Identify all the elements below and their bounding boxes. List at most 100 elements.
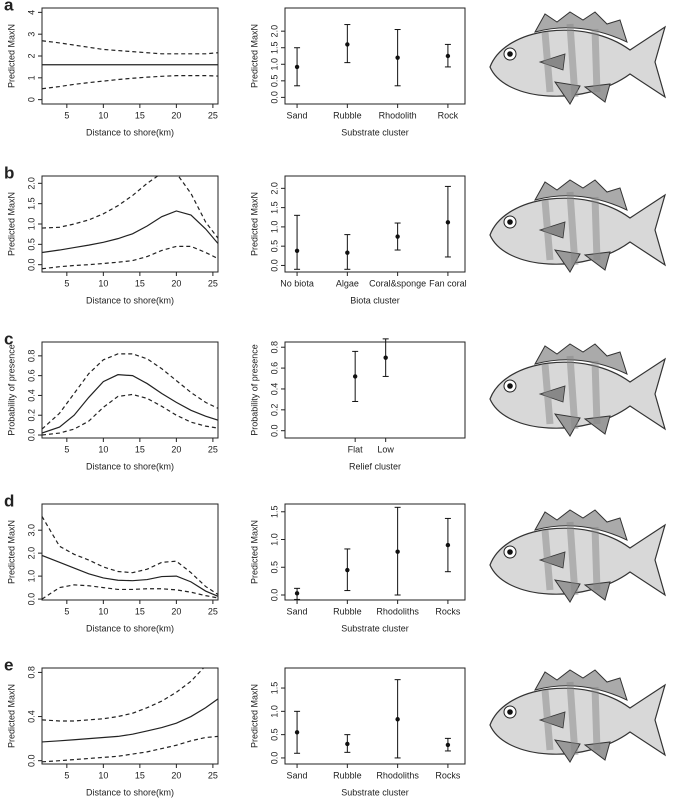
fit-line bbox=[42, 374, 218, 434]
point bbox=[395, 55, 400, 60]
x-tick-label: Sand bbox=[287, 770, 308, 780]
x-axis-label: Biota cluster bbox=[350, 295, 400, 305]
x-tick-label: 15 bbox=[135, 110, 145, 120]
y-axis-label: Predicted MaxN bbox=[6, 684, 16, 748]
y-tick-label: 0.0 bbox=[269, 424, 279, 437]
y-tick-label: 0.2 bbox=[26, 409, 36, 422]
panel-label: a bbox=[4, 0, 14, 14]
x-tick-label: 10 bbox=[98, 110, 108, 120]
y-axis-label: Probability of presence bbox=[249, 344, 259, 436]
y-axis-label: Predicted MaxN bbox=[6, 192, 16, 256]
y-tick-label: 1.0 bbox=[269, 58, 279, 71]
y-tick-label: 1.5 bbox=[269, 201, 279, 214]
y-tick-label: 2.0 bbox=[269, 182, 279, 195]
x-tick-label: 25 bbox=[208, 606, 218, 616]
y-tick-label: 0.5 bbox=[26, 238, 36, 251]
y-tick-label: 1.5 bbox=[269, 41, 279, 54]
x-tick-label: Rhodoliths bbox=[376, 606, 419, 616]
y-tick-label: 0.0 bbox=[26, 429, 36, 442]
plot-frame bbox=[41, 7, 219, 105]
y-tick-label: 0.4 bbox=[269, 383, 279, 396]
point bbox=[294, 730, 300, 735]
panel-label: c bbox=[4, 329, 13, 348]
x-tick-label: 25 bbox=[208, 110, 218, 120]
x-tick-label: 20 bbox=[171, 606, 181, 616]
ci-line bbox=[42, 176, 218, 239]
y-tick-label: 0.0 bbox=[269, 259, 279, 272]
x-axis-label: Distance to shore(km) bbox=[86, 127, 174, 137]
y-tick-label: 0.8 bbox=[269, 341, 279, 354]
point bbox=[294, 591, 300, 596]
y-tick-label: 3 bbox=[26, 32, 36, 37]
panel-label: d bbox=[4, 491, 14, 510]
ci-line bbox=[42, 668, 205, 722]
x-tick-label: 15 bbox=[135, 278, 145, 288]
x-tick-label: Rubble bbox=[333, 110, 362, 120]
x-tick-label: Rhodolith bbox=[379, 110, 417, 120]
y-tick-label: 0.0 bbox=[26, 258, 36, 271]
x-tick-label: Low bbox=[377, 444, 394, 454]
point bbox=[294, 64, 300, 70]
y-axis-label: Predicted MaxN bbox=[249, 24, 259, 88]
ci-line bbox=[42, 393, 218, 436]
y-axis-label: Probability of presence bbox=[6, 344, 16, 436]
plot-frame bbox=[41, 667, 219, 765]
x-axis-label: Distance to shore(km) bbox=[86, 295, 174, 305]
x-axis-label: Distance to shore(km) bbox=[86, 623, 174, 633]
x-tick-label: Sand bbox=[287, 606, 308, 616]
x-tick-label: 5 bbox=[64, 110, 69, 120]
point bbox=[345, 250, 350, 255]
y-tick-label: 2.0 bbox=[26, 547, 36, 560]
x-axis-label: Distance to shore(km) bbox=[86, 787, 174, 797]
fit-line bbox=[42, 210, 218, 254]
fit-line bbox=[42, 554, 218, 597]
point bbox=[345, 567, 350, 573]
plot-frame bbox=[41, 503, 219, 601]
x-tick-label: Rocks bbox=[435, 770, 461, 780]
y-tick-label: 0.0 bbox=[269, 589, 279, 602]
x-tick-label: 10 bbox=[98, 770, 108, 780]
point bbox=[383, 355, 388, 360]
panel-label: e bbox=[4, 655, 13, 674]
y-tick-label: 0.8 bbox=[26, 350, 36, 363]
point bbox=[352, 374, 358, 379]
x-tick-label: 5 bbox=[64, 444, 69, 454]
fish-illustration bbox=[490, 344, 665, 436]
plot-frame bbox=[284, 503, 466, 601]
y-tick-label: 1.5 bbox=[269, 506, 279, 519]
y-axis-label: Predicted MaxN bbox=[249, 520, 259, 584]
point bbox=[395, 717, 400, 722]
x-tick-label: 5 bbox=[64, 606, 69, 616]
point bbox=[445, 542, 451, 548]
x-tick-label: 10 bbox=[98, 606, 108, 616]
y-tick-label: 4 bbox=[26, 10, 36, 15]
plot-frame bbox=[284, 341, 466, 439]
x-tick-label: 25 bbox=[208, 278, 218, 288]
y-tick-label: 0.6 bbox=[269, 362, 279, 375]
x-tick-label: 5 bbox=[64, 770, 69, 780]
y-tick-label: 1.0 bbox=[269, 533, 279, 546]
y-tick-label: 0.4 bbox=[26, 389, 36, 402]
y-tick-label: 0.0 bbox=[26, 754, 36, 767]
y-tick-label: 0.4 bbox=[26, 710, 36, 723]
x-axis-label: Distance to shore(km) bbox=[86, 461, 174, 471]
y-tick-label: 1.0 bbox=[269, 705, 279, 718]
plot-frame bbox=[284, 175, 466, 273]
plot-frame bbox=[41, 175, 219, 273]
plot-frame bbox=[284, 667, 466, 765]
y-tick-label: 0.0 bbox=[26, 593, 36, 606]
y-axis-label: Predicted MaxN bbox=[249, 192, 259, 256]
x-tick-label: 20 bbox=[171, 444, 181, 454]
ci-line bbox=[42, 40, 218, 55]
fish-illustration bbox=[490, 670, 665, 762]
x-tick-label: Rock bbox=[438, 110, 459, 120]
ci-line bbox=[42, 735, 218, 763]
x-axis-label: Relief cluster bbox=[349, 461, 401, 471]
y-tick-label: 0.5 bbox=[269, 75, 279, 88]
y-axis-label: Predicted MaxN bbox=[6, 24, 16, 88]
x-tick-label: Rocks bbox=[435, 606, 461, 616]
x-axis-label: Substrate cluster bbox=[341, 623, 409, 633]
y-tick-label: 1.0 bbox=[26, 570, 36, 583]
